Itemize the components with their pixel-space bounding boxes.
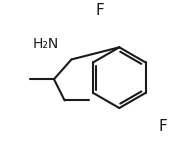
- Text: F: F: [159, 119, 168, 134]
- Text: F: F: [95, 3, 104, 18]
- Text: H₂N: H₂N: [32, 37, 59, 51]
